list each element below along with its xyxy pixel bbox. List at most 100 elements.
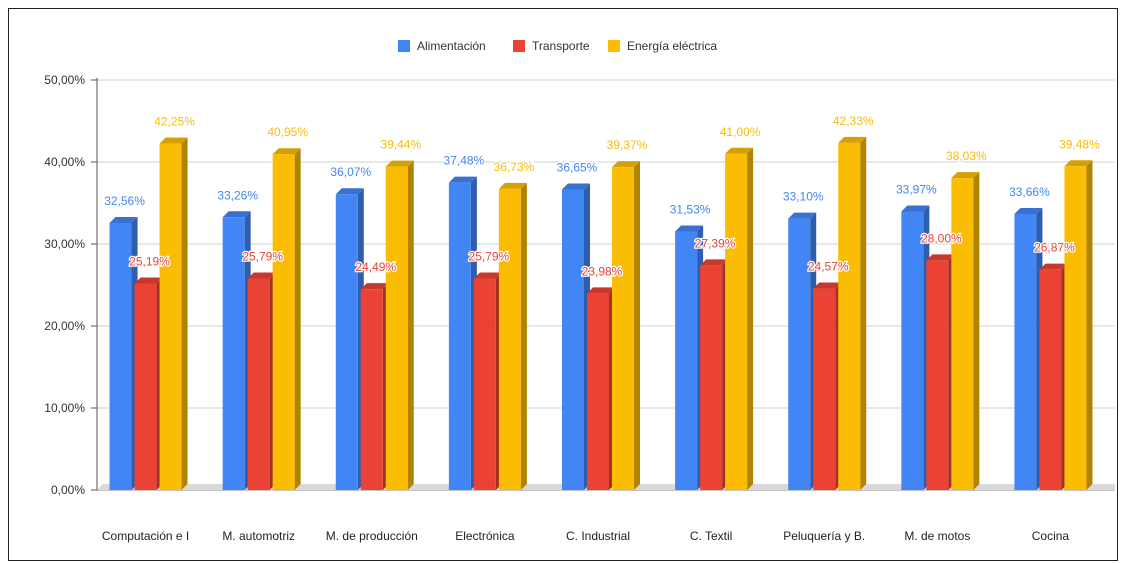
y-tick-label: 0,00% bbox=[51, 483, 85, 497]
bar-front bbox=[612, 167, 634, 490]
bar-side bbox=[1086, 160, 1093, 490]
bar bbox=[612, 161, 640, 490]
bar-top bbox=[951, 172, 980, 179]
bar-top bbox=[247, 272, 276, 279]
legend-swatch bbox=[608, 40, 620, 52]
bar-top bbox=[612, 161, 640, 168]
bar bbox=[700, 259, 729, 490]
legend-label: Transporte bbox=[532, 39, 590, 53]
legend-item[interactable]: Transporte bbox=[513, 39, 590, 53]
x-tick-label: Electrónica bbox=[455, 529, 515, 543]
bar-front bbox=[1014, 213, 1037, 490]
bar-front bbox=[109, 223, 132, 490]
x-tick-label: Peluquería y B. bbox=[783, 529, 865, 543]
data-label: 25,79% bbox=[469, 250, 510, 264]
legend-label: Alimentación bbox=[417, 39, 486, 53]
data-label: 39,48% bbox=[1059, 137, 1100, 151]
data-label: 33,97% bbox=[896, 182, 937, 196]
bar-front bbox=[725, 153, 748, 491]
data-label: 25,79% bbox=[242, 250, 283, 264]
bar bbox=[725, 147, 754, 491]
data-label: 41,00% bbox=[720, 125, 761, 139]
bar-top bbox=[360, 283, 389, 290]
data-label: 39,44% bbox=[380, 138, 421, 152]
bar-front bbox=[1039, 269, 1062, 490]
bar-side bbox=[634, 161, 640, 490]
legend-item[interactable]: Energía eléctrica bbox=[608, 39, 717, 53]
y-tick-label: 10,00% bbox=[44, 401, 85, 415]
bar-top bbox=[901, 205, 930, 212]
y-tick-label: 50,00% bbox=[44, 73, 85, 87]
bar-top bbox=[272, 148, 301, 155]
y-tick-label: 20,00% bbox=[44, 319, 85, 333]
data-label: 31,53% bbox=[670, 202, 711, 216]
bar-top bbox=[473, 272, 502, 279]
bar bbox=[1039, 263, 1068, 490]
x-tick-label: M. de motos bbox=[904, 529, 970, 543]
bars bbox=[109, 136, 1093, 491]
x-tick-label: C. Textil bbox=[690, 529, 732, 543]
legend-swatch bbox=[513, 40, 525, 52]
bar bbox=[951, 172, 980, 491]
data-label: 39,37% bbox=[607, 138, 648, 152]
data-label: 25,19% bbox=[129, 254, 170, 268]
bar bbox=[1064, 160, 1093, 490]
data-label: 38,03% bbox=[946, 149, 987, 163]
bar bbox=[159, 137, 188, 491]
bar-top bbox=[1039, 263, 1068, 270]
bar-side bbox=[860, 136, 867, 491]
data-label: 24,49% bbox=[355, 260, 396, 274]
legend[interactable]: Alimentación Transporte Energía eléctrica bbox=[398, 39, 717, 53]
bar-front bbox=[813, 288, 836, 490]
x-tick-label: Computación e I bbox=[102, 529, 189, 543]
bar bbox=[247, 272, 276, 490]
bar bbox=[587, 287, 615, 490]
bar bbox=[498, 182, 527, 490]
bar-front bbox=[360, 289, 383, 490]
bar-front bbox=[1064, 166, 1087, 490]
bar bbox=[335, 188, 364, 490]
bar-front bbox=[272, 154, 295, 490]
bar bbox=[562, 183, 590, 490]
legend-item[interactable]: Alimentación bbox=[398, 39, 486, 53]
data-label: 27,39% bbox=[695, 236, 736, 250]
bar-top bbox=[926, 254, 955, 261]
bar-top bbox=[725, 147, 754, 154]
bar-front bbox=[587, 293, 609, 490]
data-label: 42,25% bbox=[154, 115, 195, 129]
data-label: 37,48% bbox=[444, 154, 485, 168]
bar-front bbox=[562, 189, 584, 490]
bar bbox=[788, 212, 817, 490]
bar-front bbox=[788, 218, 811, 490]
bar-top bbox=[562, 183, 590, 190]
data-label: 32,56% bbox=[104, 194, 145, 208]
data-labels: 32,56% 25,19% 42,25% 33,26% 25,79% 40,95% 36,0… bbox=[103, 113, 1101, 280]
bar-front bbox=[951, 178, 974, 491]
bar bbox=[448, 176, 477, 490]
bar-front bbox=[675, 231, 698, 491]
bar-side bbox=[181, 137, 188, 491]
bar-top bbox=[159, 137, 188, 144]
bar-top bbox=[700, 259, 729, 266]
bar-top bbox=[335, 188, 364, 195]
bar-top bbox=[813, 282, 842, 289]
bar-top bbox=[788, 212, 817, 219]
data-label: 36,65% bbox=[557, 160, 598, 174]
x-tick-label: C. Industrial bbox=[566, 529, 630, 543]
legend-swatch bbox=[398, 40, 410, 52]
bar bbox=[385, 160, 414, 491]
bar-top bbox=[675, 225, 704, 232]
bar-top bbox=[587, 287, 615, 294]
bar-top bbox=[385, 160, 414, 167]
bar-top bbox=[498, 182, 527, 189]
bar-front bbox=[222, 217, 245, 490]
bar bbox=[360, 283, 389, 490]
y-axis: 0,00% 10,00% 20,00% 30,00% 40,00% 50,00% bbox=[44, 73, 98, 497]
legend-label: Energía eléctrica bbox=[627, 39, 717, 53]
bar-front bbox=[473, 278, 496, 490]
data-label: 36,07% bbox=[330, 165, 371, 179]
x-axis: Computación e I M. automotriz M. de produc… bbox=[102, 529, 1070, 543]
data-label: 26,87% bbox=[1034, 241, 1075, 255]
bar bbox=[926, 254, 955, 490]
